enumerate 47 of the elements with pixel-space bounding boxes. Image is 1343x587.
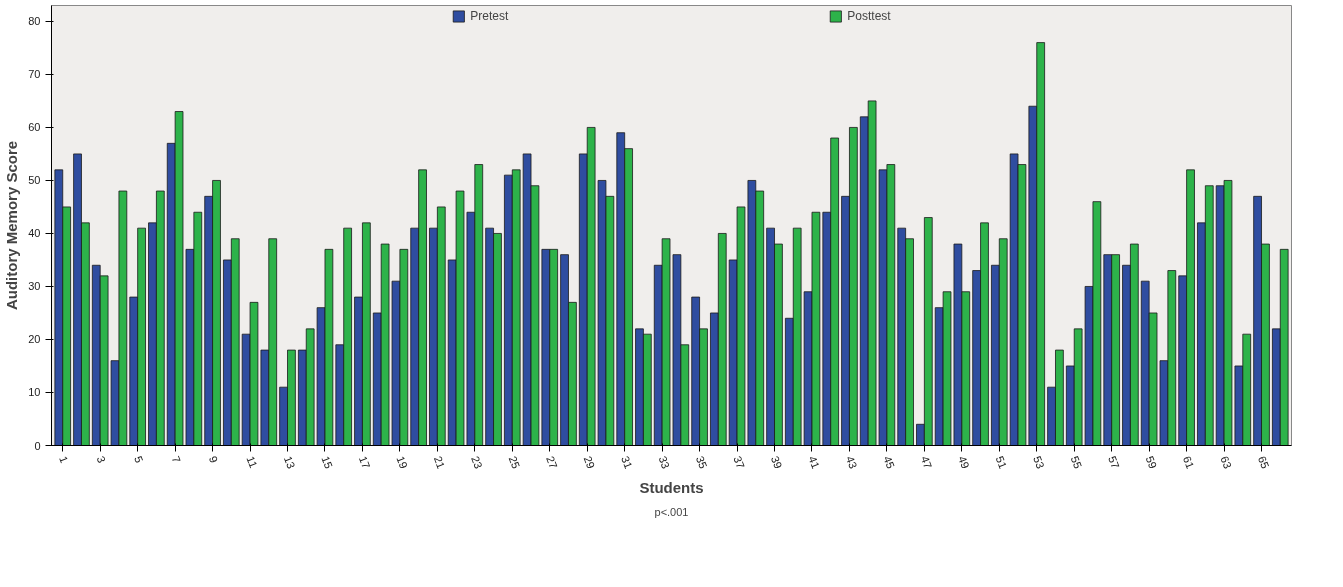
x-tick-label: 9 xyxy=(207,454,221,465)
y-tick-label: 30 xyxy=(28,280,41,293)
x-tick-label: 61 xyxy=(1181,454,1197,471)
x-tick-label: 47 xyxy=(918,454,935,471)
x-tick-label: 7 xyxy=(169,454,183,465)
legend-label: Posttest xyxy=(847,9,891,23)
x-tick-label: 17 xyxy=(356,454,373,471)
text: p<.001 xyxy=(654,505,689,518)
x-tick-label: 59 xyxy=(1143,454,1160,471)
y-tick-label: 50 xyxy=(28,174,41,187)
y-tick-label: 10 xyxy=(28,386,41,399)
x-tick-label: 65 xyxy=(1255,454,1272,471)
x-tick-label: 15 xyxy=(319,454,336,471)
y-tick-label: 20 xyxy=(28,333,41,346)
x-tick-label: 49 xyxy=(956,454,972,471)
y-tick-label: 70 xyxy=(28,68,41,81)
x-tick-label: 13 xyxy=(281,454,298,471)
y-tick-label: 0 xyxy=(34,439,41,452)
x-tick-label: 39 xyxy=(768,454,785,471)
x-tick-label: 1 xyxy=(57,454,71,465)
x-tick-label: 21 xyxy=(431,454,448,471)
x-tick-label: 45 xyxy=(881,454,897,471)
x-tick-label: 51 xyxy=(993,454,1010,471)
x-tick-label: 53 xyxy=(1031,454,1047,471)
y-tick-label: 60 xyxy=(28,121,41,134)
y-tick-label: 40 xyxy=(28,227,41,240)
x-tick-label: 19 xyxy=(394,454,410,471)
x-tick-label: 5 xyxy=(132,454,146,465)
x-tick-label: 41 xyxy=(806,454,823,471)
x-tick-label: 31 xyxy=(619,454,635,471)
x-tick-label: 57 xyxy=(1106,454,1122,471)
x-tick-label: 35 xyxy=(694,454,710,471)
y-axis-title: Auditory Memory Score xyxy=(3,140,21,311)
x-tick-label: 43 xyxy=(843,454,860,471)
x-tick-label: 37 xyxy=(731,454,748,471)
x-tick-label: 25 xyxy=(506,454,523,471)
x-axis-title: Students xyxy=(639,478,704,496)
x-tick-label: 23 xyxy=(469,454,485,471)
legend-label: Pretest xyxy=(470,9,509,23)
y-tick-label: 80 xyxy=(28,15,41,28)
x-tick-label: 29 xyxy=(581,454,598,471)
x-tick-label: 33 xyxy=(656,454,673,471)
x-tick-label: 63 xyxy=(1218,454,1235,471)
x-tick-label: 55 xyxy=(1068,454,1085,471)
x-tick-label: 3 xyxy=(94,454,109,465)
x-tick-label: 27 xyxy=(544,454,560,471)
x-tick-label: 11 xyxy=(244,454,260,470)
